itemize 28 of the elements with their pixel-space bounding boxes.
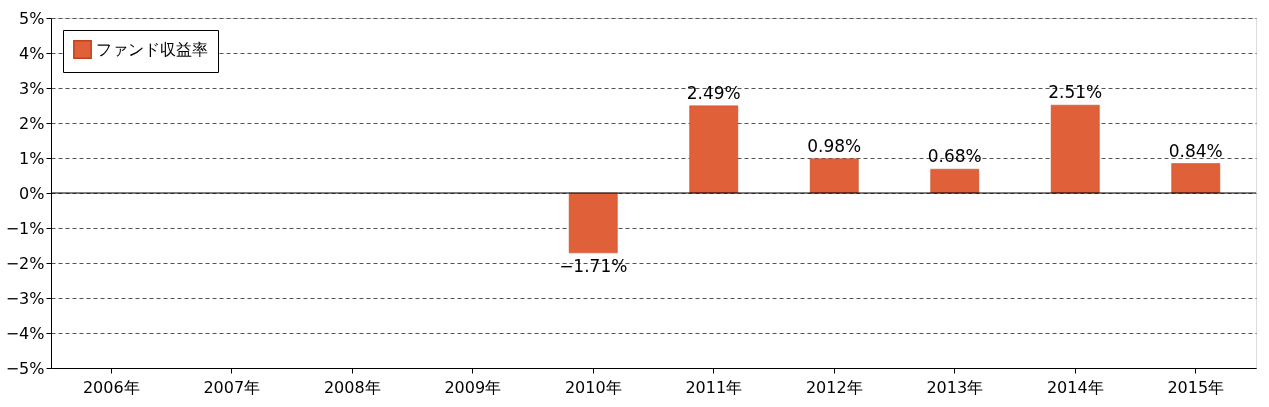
x-tick-label: 2007年 [203,377,261,397]
x-tick-label: 2010年 [564,377,622,397]
y-tick-label: 1% [19,148,45,168]
data-label: 2.49% [686,82,741,103]
x-tick-label: 2011年 [685,377,743,397]
data-label: 2.51% [1048,82,1103,103]
y-tick-label: −5% [5,358,45,378]
x-tick-label: 2012年 [805,377,863,397]
y-tick-label: 4% [19,43,45,63]
data-label: 0.68% [927,146,982,167]
y-tick-label: 0% [19,183,45,203]
y-tick-label: 3% [19,78,45,98]
y-tick-label: −3% [5,288,45,308]
x-tick-label: 2014年 [1046,377,1104,397]
y-tick-label: −4% [5,323,45,343]
y-tick-label: −1% [5,218,45,238]
legend-label: ファンド収益率 [96,39,208,59]
data-label: 0.84% [1168,140,1223,161]
y-tick-label: 5% [19,8,45,28]
y-tick-label: 2% [19,113,45,133]
x-tick-label: 2013年 [926,377,984,397]
data-label: 0.98% [807,135,862,156]
x-tick-label: 2009年 [444,377,502,397]
y-tick-label: −2% [5,253,45,273]
x-tick-label: 2006年 [82,377,140,397]
x-tick-label: 2008年 [323,377,381,397]
x-tick-label: 2015年 [1167,377,1225,397]
data-label: −1.71% [559,255,628,276]
